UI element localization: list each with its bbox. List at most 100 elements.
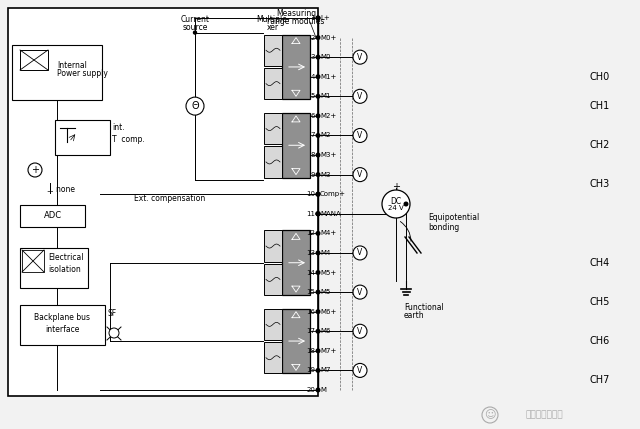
Text: 6: 6 [310, 113, 315, 119]
Text: V: V [357, 170, 363, 179]
Text: M6+: M6+ [320, 309, 337, 315]
Circle shape [316, 75, 320, 79]
Circle shape [353, 246, 367, 260]
Text: M0-: M0- [320, 54, 333, 60]
Circle shape [316, 193, 320, 196]
Circle shape [316, 310, 320, 314]
Text: earth: earth [404, 311, 424, 320]
Text: 18: 18 [306, 348, 315, 354]
Circle shape [353, 324, 367, 338]
Text: CH1: CH1 [590, 101, 610, 111]
Bar [264, 146, 282, 178]
Text: Comp+: Comp+ [320, 191, 346, 197]
Text: T  comp.: T comp. [112, 136, 145, 145]
Text: 12: 12 [306, 230, 315, 236]
Circle shape [316, 94, 320, 98]
Circle shape [316, 193, 320, 196]
Text: +: + [392, 182, 400, 192]
Text: CH6: CH6 [590, 336, 610, 346]
Circle shape [316, 16, 320, 20]
Text: 13: 13 [306, 250, 315, 256]
Bar [282, 113, 310, 178]
Bar [282, 309, 310, 373]
Text: +: + [31, 165, 39, 175]
Text: 1: 1 [310, 15, 315, 21]
Text: ADC: ADC [44, 211, 61, 221]
Text: V: V [357, 327, 363, 336]
Text: 7: 7 [310, 133, 315, 139]
Text: M2-: M2- [320, 133, 333, 139]
Bar [22, 250, 44, 272]
Text: 15: 15 [306, 289, 315, 295]
Circle shape [316, 134, 320, 137]
Text: 4: 4 [310, 74, 315, 80]
Text: isolation: isolation [48, 266, 81, 275]
Text: M7+: M7+ [320, 348, 337, 354]
Text: 24 V: 24 V [388, 205, 404, 211]
Circle shape [193, 31, 196, 34]
Bar [12, 45, 102, 100]
Text: M4+: M4+ [320, 230, 336, 236]
Text: M7-: M7- [320, 367, 333, 373]
Bar [264, 230, 282, 262]
Bar [264, 68, 282, 100]
Text: Equipotential: Equipotential [428, 214, 479, 223]
Bar [20, 205, 85, 227]
Bar [264, 113, 282, 144]
Bar [264, 309, 282, 340]
Text: M: M [320, 387, 326, 393]
Text: V: V [357, 92, 363, 101]
Text: CH5: CH5 [590, 297, 610, 307]
Circle shape [353, 89, 367, 103]
Circle shape [316, 388, 320, 392]
Text: M1+: M1+ [320, 74, 337, 80]
Circle shape [316, 36, 320, 39]
Bar [55, 120, 110, 155]
Text: Current: Current [180, 15, 209, 24]
Circle shape [316, 349, 320, 353]
Circle shape [316, 251, 320, 255]
Text: M3+: M3+ [320, 152, 337, 158]
Text: Backplane bus: Backplane bus [35, 314, 90, 323]
Text: bonding: bonding [428, 224, 460, 233]
Text: M5+: M5+ [320, 269, 336, 275]
Circle shape [316, 290, 320, 294]
Text: 19: 19 [306, 367, 315, 373]
Text: M1-: M1- [320, 94, 333, 100]
Text: int.: int. [112, 124, 125, 133]
Circle shape [316, 369, 320, 372]
Bar [282, 230, 310, 295]
Text: 2: 2 [310, 35, 315, 41]
Circle shape [382, 190, 410, 218]
Text: 10: 10 [306, 191, 315, 197]
Text: xer: xer [267, 24, 279, 33]
Text: Internal: Internal [57, 60, 87, 69]
Text: 11: 11 [306, 211, 315, 217]
Circle shape [404, 202, 408, 206]
Bar [264, 35, 282, 66]
Circle shape [353, 50, 367, 64]
Text: L+: L+ [320, 15, 330, 21]
Circle shape [316, 329, 320, 333]
Text: ⊥ none: ⊥ none [47, 185, 75, 194]
Text: 17: 17 [306, 328, 315, 334]
Circle shape [353, 168, 367, 181]
Circle shape [316, 153, 320, 157]
Text: M6-: M6- [320, 328, 333, 334]
Circle shape [353, 285, 367, 299]
Circle shape [186, 97, 204, 115]
Text: V: V [357, 287, 363, 296]
Text: V: V [357, 53, 363, 62]
Circle shape [316, 16, 320, 20]
Circle shape [28, 163, 42, 177]
Text: CH4: CH4 [590, 258, 610, 268]
Text: 14: 14 [306, 269, 315, 275]
Bar [20, 305, 105, 345]
Text: 9: 9 [310, 172, 315, 178]
Text: 5: 5 [310, 94, 315, 100]
Bar [282, 35, 310, 100]
Text: Ext. compensation: Ext. compensation [134, 194, 205, 203]
Text: Functional: Functional [404, 302, 444, 311]
Text: SF: SF [108, 308, 117, 317]
Text: Multiple-: Multiple- [256, 15, 290, 24]
